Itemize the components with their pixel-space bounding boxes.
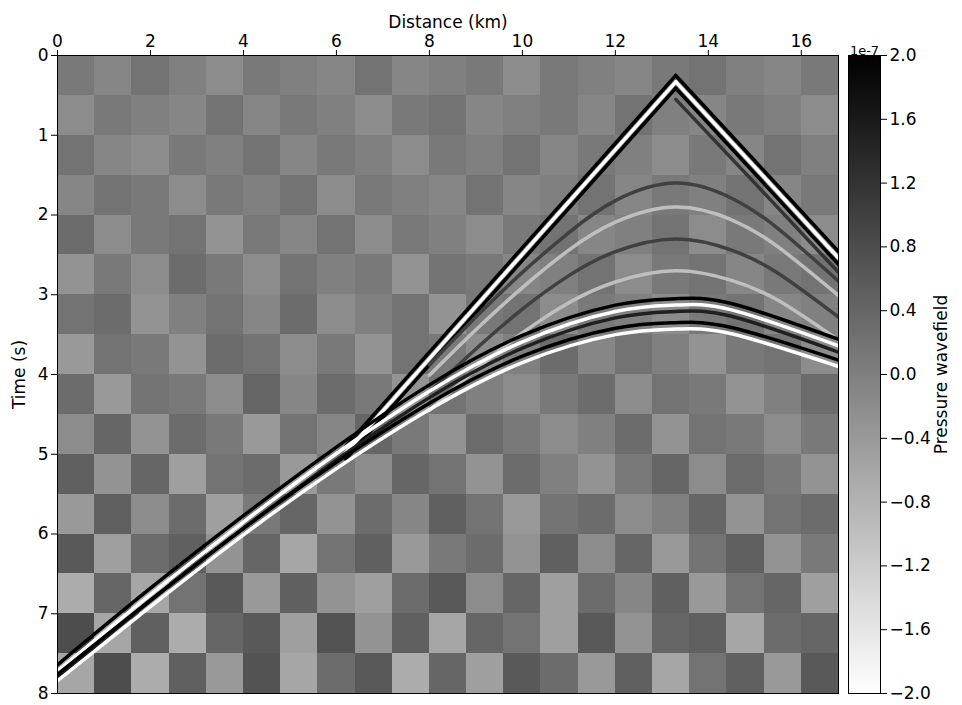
svg-text:Distance (km): Distance (km) xyxy=(388,12,507,32)
svg-text:3: 3 xyxy=(38,284,49,304)
svg-text:8: 8 xyxy=(424,31,435,51)
svg-text:−1.6: −1.6 xyxy=(890,619,931,639)
svg-text:12: 12 xyxy=(605,31,627,51)
svg-text:1.6: 1.6 xyxy=(890,109,917,129)
svg-text:4: 4 xyxy=(238,31,249,51)
svg-text:1: 1 xyxy=(38,125,49,145)
svg-text:0.4: 0.4 xyxy=(890,300,917,320)
svg-text:7: 7 xyxy=(38,603,49,623)
svg-text:−1.2: −1.2 xyxy=(890,555,931,575)
svg-text:1e-7: 1e-7 xyxy=(850,43,879,58)
svg-text:−0.8: −0.8 xyxy=(890,492,931,512)
svg-text:5: 5 xyxy=(38,444,49,464)
svg-text:2: 2 xyxy=(38,204,49,224)
svg-text:−0.4: −0.4 xyxy=(890,428,931,448)
svg-text:Pressure wavefield: Pressure wavefield xyxy=(931,295,951,455)
svg-text:0: 0 xyxy=(52,31,63,51)
svg-text:Time (s): Time (s) xyxy=(9,340,29,410)
svg-text:14: 14 xyxy=(698,31,720,51)
svg-text:0.8: 0.8 xyxy=(890,236,917,256)
svg-text:2: 2 xyxy=(145,31,156,51)
svg-text:8: 8 xyxy=(38,683,49,703)
svg-text:1.2: 1.2 xyxy=(890,173,917,193)
svg-text:16: 16 xyxy=(790,31,812,51)
svg-text:6: 6 xyxy=(38,523,49,543)
svg-text:2.0: 2.0 xyxy=(890,45,917,65)
svg-text:0: 0 xyxy=(38,45,49,65)
svg-text:0.0: 0.0 xyxy=(890,364,917,384)
svg-text:10: 10 xyxy=(512,31,534,51)
svg-text:4: 4 xyxy=(38,364,49,384)
svg-text:−2.0: −2.0 xyxy=(890,683,931,703)
svg-text:6: 6 xyxy=(331,31,342,51)
